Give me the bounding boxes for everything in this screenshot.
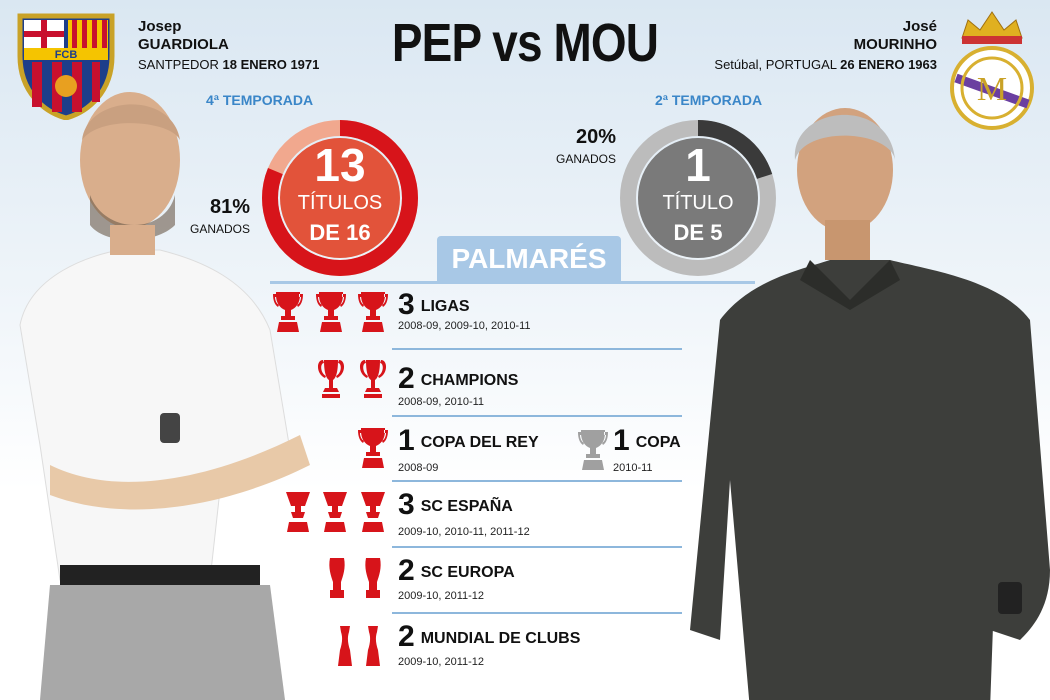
pep-titles-arc: [262, 120, 418, 276]
pep-last-name: GUARDIOLA: [138, 36, 229, 53]
champions-trophy-icon: [316, 356, 346, 400]
svg-text:FCB: FCB: [55, 49, 78, 61]
supercopa-espana-trophy-icon: [358, 490, 388, 534]
mou-win-pct: 20%: [575, 126, 616, 148]
mou-birthdate: 26 ENERO 1963: [840, 57, 937, 72]
real-madrid-crest: M: [950, 11, 1034, 130]
row-years: 2008-09: [398, 462, 439, 474]
row-count: 3: [398, 288, 415, 321]
pep-season: 4ª TEMPORADA: [206, 92, 314, 108]
row-divider: [392, 415, 682, 417]
palmares-divider: [270, 281, 755, 284]
row-years: 2009-10, 2011-12: [398, 590, 485, 602]
pep-titles-count: 13: [314, 139, 366, 191]
mou-win-label: GANADOS: [555, 152, 616, 166]
page-title: PEP vs MOU: [391, 13, 659, 73]
row-divider: [392, 480, 682, 482]
mou-first-name: José: [902, 18, 937, 35]
mou-titles-of: DE 5: [673, 220, 723, 245]
supercopa-europa-trophy-icon: [322, 552, 352, 604]
row-name: SC EUROPA: [420, 564, 515, 581]
liga-trophy-icon: [358, 290, 388, 334]
row-years: 2010-11: [613, 462, 653, 474]
mou-titles-label: TÍTULO: [662, 192, 734, 214]
guardiola-photo: [19, 92, 310, 700]
row-name: LIGAS: [420, 298, 470, 315]
champions-trophy-icon: [358, 356, 388, 400]
pep-birthdate: 18 ENERO 1971: [222, 57, 320, 72]
mou-titles-arc: [620, 120, 776, 276]
copa-del-rey-trophy-icon: [358, 422, 388, 474]
row-count: 2: [398, 554, 415, 587]
row-divider: [392, 348, 682, 350]
mou-titles-count: 1: [685, 139, 711, 191]
row-name: MUNDIAL DE CLUBS: [420, 630, 581, 647]
supercopa-espana-trophy-icon: [320, 490, 350, 534]
row-divider: [392, 612, 682, 614]
row-years: 2009-10, 2011-12: [398, 656, 485, 668]
fc-barcelona-crest: FCB: [17, 13, 115, 120]
liga-trophy-icon: [273, 290, 303, 334]
row-years: 2008-09, 2009-10, 2010-11: [398, 320, 531, 332]
pep-win-pct: 81%: [209, 196, 250, 218]
palmares-heading: PALMARÉS: [437, 236, 621, 282]
row-years: 2009-10, 2010-11, 2011-12: [398, 526, 530, 538]
row-divider: [392, 546, 682, 548]
mundial-trophy-icon: [330, 620, 360, 672]
pep-win-label: GANADOS: [189, 222, 250, 236]
pep-birthplace: SANTPEDOR: [138, 57, 219, 72]
row-name: COPA DEL REY: [420, 434, 539, 451]
svg-text:M: M: [977, 71, 1007, 108]
row-count: 1: [398, 424, 415, 457]
pep-titles-of: DE 16: [309, 220, 371, 245]
mou-header: José MOURINHO Setúbal, PORTUGAL 26 ENERO…: [714, 18, 937, 73]
pep-first-name: Josep: [138, 18, 182, 35]
liga-trophy-icon: [316, 290, 346, 334]
mou-titles-ring: 1 TÍTULO DE 5: [620, 120, 776, 276]
copa-trophy-icon-mou: [578, 424, 608, 476]
row-name: SC ESPAÑA: [420, 498, 513, 515]
pep-titles-label: TÍTULOS: [297, 192, 383, 214]
row-name: CHAMPIONS: [420, 372, 519, 389]
pep-header: Josep GUARDIOLA SANTPEDOR 18 ENERO 1971: [138, 18, 319, 73]
supercopa-europa-trophy-icon: [358, 552, 388, 604]
row-name: COPA: [635, 434, 681, 451]
pep-titles-ring: 13 TÍTULOS DE 16: [262, 120, 418, 276]
row-count: 2: [398, 362, 415, 395]
row-years: 2008-09, 2010-11: [398, 396, 485, 408]
mourinho-photo: [690, 108, 1050, 700]
row-count: 3: [398, 488, 415, 521]
mou-birthplace: Setúbal, PORTUGAL: [714, 57, 837, 72]
row-count: 2: [398, 620, 415, 653]
mou-last-name: MOURINHO: [853, 36, 937, 53]
mundial-trophy-icon: [358, 620, 388, 672]
row-count: 1: [613, 424, 630, 457]
mou-season: 2ª TEMPORADA: [655, 92, 763, 108]
supercopa-espana-trophy-icon: [283, 490, 313, 534]
